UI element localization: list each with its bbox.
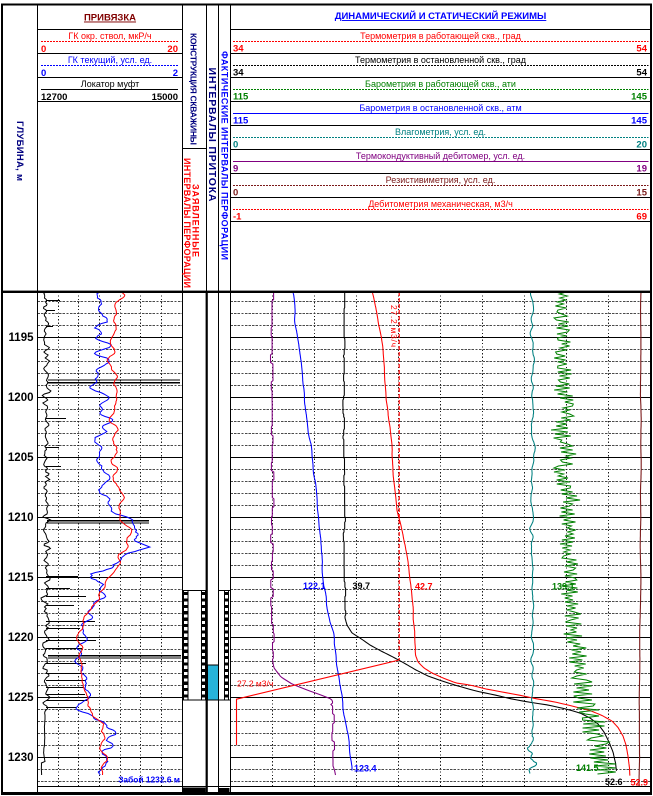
svg-text:145: 145: [631, 116, 648, 127]
svg-text:0: 0: [233, 140, 238, 151]
svg-text:34: 34: [233, 44, 244, 55]
svg-text:52.9: 52.9: [631, 778, 649, 788]
svg-text:1210: 1210: [8, 512, 34, 524]
svg-text:Термометрия в остановленной ск: Термометрия в остановленной скв., град: [355, 55, 527, 65]
svg-text:1225: 1225: [8, 692, 34, 704]
svg-text:123.4: 123.4: [354, 764, 377, 774]
svg-text:0: 0: [233, 188, 238, 199]
svg-text:1195: 1195: [9, 332, 35, 344]
svg-text:42.7: 42.7: [415, 582, 433, 592]
svg-text:КОНСТРУКЦИЯ СКВАЖИНЫ: КОНСТРУКЦИЯ СКВАЖИНЫ: [189, 33, 199, 145]
svg-text:145: 145: [631, 92, 648, 103]
svg-text:52.6: 52.6: [605, 777, 623, 787]
svg-text:1200: 1200: [8, 392, 34, 404]
svg-text:0: 0: [41, 44, 46, 55]
svg-text:Барометрия в работающей скв.,: Барометрия в работающей скв., ати: [365, 79, 516, 89]
svg-text:12700: 12700: [41, 92, 67, 103]
svg-text:20: 20: [636, 140, 647, 151]
svg-text:ПРИВЯЗКА: ПРИВЯЗКА: [84, 13, 136, 24]
svg-text:ДИНАМИЧЕСКИЙ И СТАТИЧЕСКИЙ РЕЖ: ДИНАМИЧЕСКИЙ И СТАТИЧЕСКИЙ РЕЖИМЫ: [335, 10, 547, 22]
svg-text:0: 0: [41, 68, 46, 79]
svg-text:Забой 1232.6 м: Забой 1232.6 м: [118, 775, 180, 785]
svg-text:39.7: 39.7: [353, 581, 371, 591]
svg-text:Влагометрия, усл. ед.: Влагометрия, усл. ед.: [395, 127, 486, 137]
svg-text:ФАКТИЧЕСКИЕ ИНТЕРВАЛЫ ПЕРФОРАЦ: ФАКТИЧЕСКИЕ ИНТЕРВАЛЫ ПЕРФОРАЦИИ: [220, 51, 230, 260]
svg-text:Барометрия в остановленной скв: Барометрия в остановленной скв., атм: [359, 103, 521, 113]
svg-text:ЗАЯВЛЕННЫЕ: ЗАЯВЛЕННЫЕ: [191, 184, 201, 257]
svg-text:27.2 м3/ч: 27.2 м3/ч: [389, 305, 399, 347]
svg-text:27.2 м3/ч: 27.2 м3/ч: [237, 679, 273, 689]
svg-text:2: 2: [173, 68, 178, 79]
svg-text:54: 54: [636, 68, 647, 79]
svg-text:ГК текущий, усл. ед.: ГК текущий, усл. ед.: [68, 55, 152, 65]
svg-text:115: 115: [233, 92, 249, 103]
svg-text:1220: 1220: [8, 632, 34, 644]
svg-text:141.5: 141.5: [576, 763, 599, 773]
svg-text:54: 54: [636, 44, 647, 55]
svg-text:ГЛУБИНА, м: ГЛУБИНА, м: [14, 121, 25, 181]
svg-text:-1: -1: [233, 212, 242, 223]
svg-text:ИНТЕРВАЛЫ ПЕРФОРАЦИИ: ИНТЕРВАЛЫ ПЕРФОРАЦИИ: [182, 158, 192, 288]
svg-text:Термокондуктивный дебитомер, у: Термокондуктивный дебитомер, усл. ед.: [356, 151, 525, 161]
svg-text:34: 34: [233, 68, 244, 79]
svg-text:15000: 15000: [152, 92, 178, 103]
svg-text:69: 69: [636, 212, 647, 223]
svg-text:1230: 1230: [8, 752, 34, 764]
svg-text:115: 115: [233, 116, 249, 127]
svg-text:20: 20: [167, 44, 178, 55]
svg-text:Термометрия в работающей скв.,: Термометрия в работающей скв., град: [360, 31, 522, 41]
svg-text:1215: 1215: [8, 572, 34, 584]
svg-text:ИНТЕРВАЛЫ ПРИТОКА: ИНТЕРВАЛЫ ПРИТОКА: [206, 68, 218, 202]
svg-text:Резистивиметрия, усл. ед.: Резистивиметрия, усл. ед.: [386, 175, 496, 185]
svg-text:19: 19: [636, 164, 647, 175]
svg-text:Дебитометрия механическая, м3/: Дебитометрия механическая, м3/ч: [368, 199, 513, 209]
svg-text:Локатор муфт: Локатор муфт: [81, 79, 139, 89]
svg-text:1205: 1205: [8, 452, 34, 464]
svg-text:9: 9: [233, 164, 238, 175]
svg-text:139.1: 139.1: [552, 582, 575, 592]
svg-text:122.1: 122.1: [303, 581, 326, 591]
svg-text:ГК окр. ствол, мкР/ч: ГК окр. ствол, мкР/ч: [68, 31, 152, 41]
svg-text:15: 15: [636, 188, 647, 199]
